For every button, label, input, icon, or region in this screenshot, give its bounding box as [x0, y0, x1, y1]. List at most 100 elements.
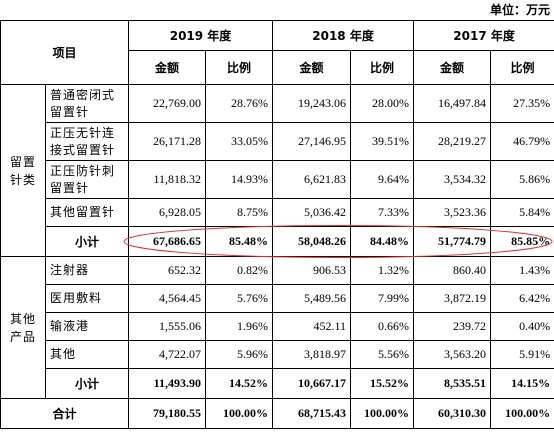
total-cell: 100.00%	[490, 398, 554, 429]
group-label: 留置针类	[0, 84, 46, 257]
value-cell: 860.40	[413, 256, 492, 285]
subtotal-cell: 15.52%	[350, 368, 415, 399]
subtotal-cell: 84.48%	[350, 226, 415, 257]
subtotal-cell: 11,493.90	[128, 368, 207, 399]
value-cell: 3,563.20	[413, 340, 492, 369]
value-cell: 652.32	[128, 256, 207, 285]
value-cell: 1,555.06	[128, 312, 207, 341]
value-cell: 0.66%	[350, 312, 415, 341]
subtotal-label: 小计	[44, 226, 130, 257]
value-cell: 5.76%	[205, 284, 274, 313]
data-row: 医用敷料 4,564.45 5.76% 5,489.56 7.99% 3,872.19 6.…	[1, 284, 554, 313]
subtotal-cell: 85.85%	[490, 226, 554, 257]
total-cell: 68,715.43	[272, 398, 352, 429]
header-item: 项目	[0, 20, 130, 85]
total-cell: 100.00%	[205, 398, 274, 429]
total-label: 合计	[0, 398, 130, 429]
item-name: 正压无针连接式留置针	[44, 122, 130, 161]
value-cell: 5,036.42	[272, 198, 352, 227]
value-cell: 1.43%	[490, 256, 554, 285]
group-label: 其他产品	[0, 256, 46, 399]
value-cell: 16,497.84	[413, 84, 492, 123]
item-name: 其他	[44, 340, 130, 369]
item-name: 正压防针刺留置针	[44, 160, 130, 199]
item-name: 输液港	[44, 312, 130, 341]
value-cell: 3,523.36	[413, 198, 492, 227]
value-cell: 6.42%	[490, 284, 554, 313]
value-cell: 239.72	[413, 312, 492, 341]
data-row: 留置针类 普通密闭式留置针 22,769.00 28.76% 19,243.06 28.0…	[0, 84, 554, 257]
total-cell: 60,310.30	[413, 398, 492, 429]
total-cell: 100.00%	[350, 398, 415, 429]
header-sub: 比例	[490, 50, 554, 85]
value-cell: 46.79%	[490, 122, 554, 161]
value-cell: 1.96%	[205, 312, 274, 341]
value-cell: 7.33%	[350, 198, 415, 227]
value-cell: 28.00%	[350, 84, 415, 123]
data-row: 输液港 1,555.06 1.96% 452.11 0.66% 239.72 0.40%	[1, 312, 554, 341]
header-sub: 金额	[272, 50, 352, 85]
value-cell: 6,621.83	[272, 160, 352, 199]
unit-label: 单位：万元	[489, 3, 550, 17]
item-name: 医用敷料	[44, 284, 130, 313]
subtotal-cell: 14.15%	[490, 368, 554, 399]
value-cell: 19,243.06	[272, 84, 352, 123]
value-cell: 0.82%	[205, 256, 274, 285]
header-year: 2018 年度	[272, 20, 415, 51]
value-cell: 28,219.27	[413, 122, 492, 161]
total-row: 合计 79,180.55 100.00% 68,715.43 100.00% 60,310…	[0, 398, 554, 429]
value-cell: 3,818.97	[272, 340, 352, 369]
subtotal-cell: 8,535.51	[413, 368, 492, 399]
header-year: 2017 年度	[413, 20, 554, 51]
subtotal-cell: 67,686.65	[128, 226, 207, 257]
value-cell: 1.32%	[350, 256, 415, 285]
value-cell: 26,171.28	[128, 122, 207, 161]
header-row: 项目 2019 年度 2018 年度 2017 年度	[0, 20, 554, 85]
value-cell: 5,489.56	[272, 284, 352, 313]
data-row: 其他产品 注射器 652.32 0.82% 906.53 1.32% 860.40 1.43%	[0, 256, 554, 399]
value-cell: 14.93%	[205, 160, 274, 199]
subheader-row: 金额 比例 金额 比例 金额 比例	[1, 50, 554, 85]
subtotal-label: 小计	[44, 368, 130, 399]
value-cell: 5.91%	[490, 340, 554, 369]
item-name: 其他留置针	[44, 198, 130, 227]
value-cell: 7.99%	[350, 284, 415, 313]
subtotal-cell: 58,048.26	[272, 226, 352, 257]
total-cell: 79,180.55	[128, 398, 207, 429]
value-cell: 5.84%	[490, 198, 554, 227]
value-cell: 9.64%	[350, 160, 415, 199]
value-cell: 4,564.45	[128, 284, 207, 313]
value-cell: 22,769.00	[128, 84, 207, 123]
value-cell: 5.86%	[490, 160, 554, 199]
value-cell: 452.11	[272, 312, 352, 341]
value-cell: 6,928.05	[128, 198, 207, 227]
value-cell: 27,146.95	[272, 122, 352, 161]
data-row: 其他 4,722.07 5.96% 3,818.97 5.56% 3,563.20 5.91…	[1, 340, 554, 369]
value-cell: 5.56%	[350, 340, 415, 369]
value-cell: 5.96%	[205, 340, 274, 369]
value-cell: 28.76%	[205, 84, 274, 123]
header-sub: 金额	[128, 50, 207, 85]
header-year: 2019 年度	[128, 20, 274, 51]
item-name: 普通密闭式留置针	[44, 84, 130, 123]
value-cell: 33.05%	[205, 122, 274, 161]
value-cell: 3,872.19	[413, 284, 492, 313]
value-cell: 39.51%	[350, 122, 415, 161]
subtotal-cell: 85.48%	[205, 226, 274, 257]
subtotal-row: 小计 11,493.90 14.52% 10,667.17 15.52% 8,535.51…	[1, 368, 554, 399]
value-cell: 3,534.32	[413, 160, 492, 199]
subtotal-cell: 14.52%	[205, 368, 274, 399]
value-cell: 906.53	[272, 256, 352, 285]
data-row: 正压无针连接式留置针 26,171.28 33.05% 27,146.95 39.51%…	[1, 122, 554, 161]
header-sub: 比例	[205, 50, 274, 85]
value-cell: 4,722.07	[128, 340, 207, 369]
value-cell: 0.40%	[490, 312, 554, 341]
subtotal-cell: 10,667.17	[272, 368, 352, 399]
header-sub: 比例	[350, 50, 415, 85]
subtotal-row: 小计 67,686.65 85.48% 58,048.26 84.48% 51,774.7…	[1, 226, 554, 257]
value-cell: 27.35%	[490, 84, 554, 123]
value-cell: 11,818.32	[128, 160, 207, 199]
data-row: 其他留置针 6,928.05 8.75% 5,036.42 7.33% 3,523.36 5…	[1, 198, 554, 227]
value-cell: 8.75%	[205, 198, 274, 227]
